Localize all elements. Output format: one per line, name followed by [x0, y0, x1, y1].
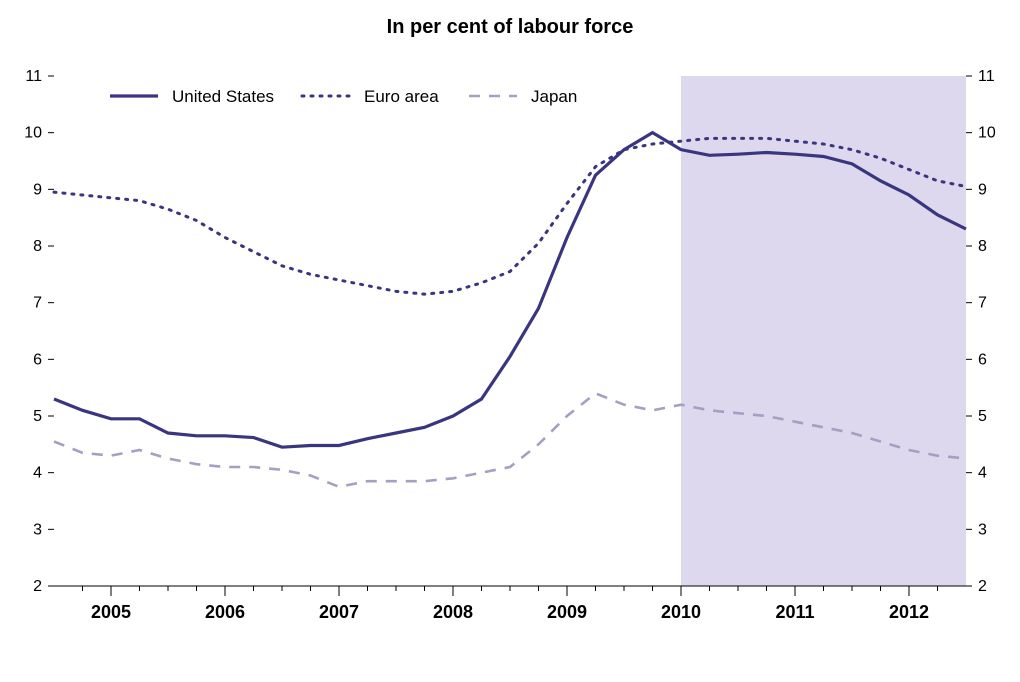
svg-text:10: 10 — [24, 125, 42, 142]
svg-text:2007: 2007 — [319, 602, 359, 622]
svg-text:2012: 2012 — [889, 602, 929, 622]
svg-text:2008: 2008 — [433, 602, 473, 622]
svg-text:8: 8 — [33, 238, 42, 255]
svg-text:United States: United States — [172, 87, 274, 106]
svg-text:2011: 2011 — [775, 602, 814, 622]
svg-text:2005: 2005 — [91, 602, 131, 622]
svg-text:2: 2 — [978, 578, 987, 595]
svg-text:2006: 2006 — [205, 602, 245, 622]
svg-text:7: 7 — [33, 295, 42, 312]
svg-text:2010: 2010 — [661, 602, 701, 622]
svg-text:2009: 2009 — [547, 602, 587, 622]
svg-text:11: 11 — [25, 70, 42, 85]
svg-text:5: 5 — [33, 408, 42, 425]
svg-text:4: 4 — [978, 465, 987, 482]
svg-text:3: 3 — [978, 521, 987, 538]
svg-text:3: 3 — [33, 521, 42, 538]
svg-text:9: 9 — [33, 181, 42, 198]
svg-text:10: 10 — [978, 125, 996, 142]
svg-text:4: 4 — [33, 465, 42, 482]
svg-text:8: 8 — [978, 238, 987, 255]
svg-text:6: 6 — [33, 351, 42, 368]
svg-text:7: 7 — [978, 295, 987, 312]
chart-title: In per cent of labour force — [0, 16, 1020, 39]
svg-text:11: 11 — [978, 70, 995, 85]
svg-text:Japan: Japan — [531, 87, 577, 106]
line-chart: 2 2 3 3 4 4 5 5 6 6 7 7 8 8 9 9 10 10 11 11 2005 2006 2007 2008… — [12, 70, 1008, 630]
svg-text:5: 5 — [978, 408, 987, 425]
svg-text:2: 2 — [33, 578, 42, 595]
svg-text:6: 6 — [978, 351, 987, 368]
svg-text:9: 9 — [978, 181, 987, 198]
chart-container: 2 2 3 3 4 4 5 5 6 6 7 7 8 8 9 9 10 10 11 11 2005 2006 2007 2008… — [12, 70, 1008, 630]
svg-text:Euro area: Euro area — [364, 87, 439, 106]
